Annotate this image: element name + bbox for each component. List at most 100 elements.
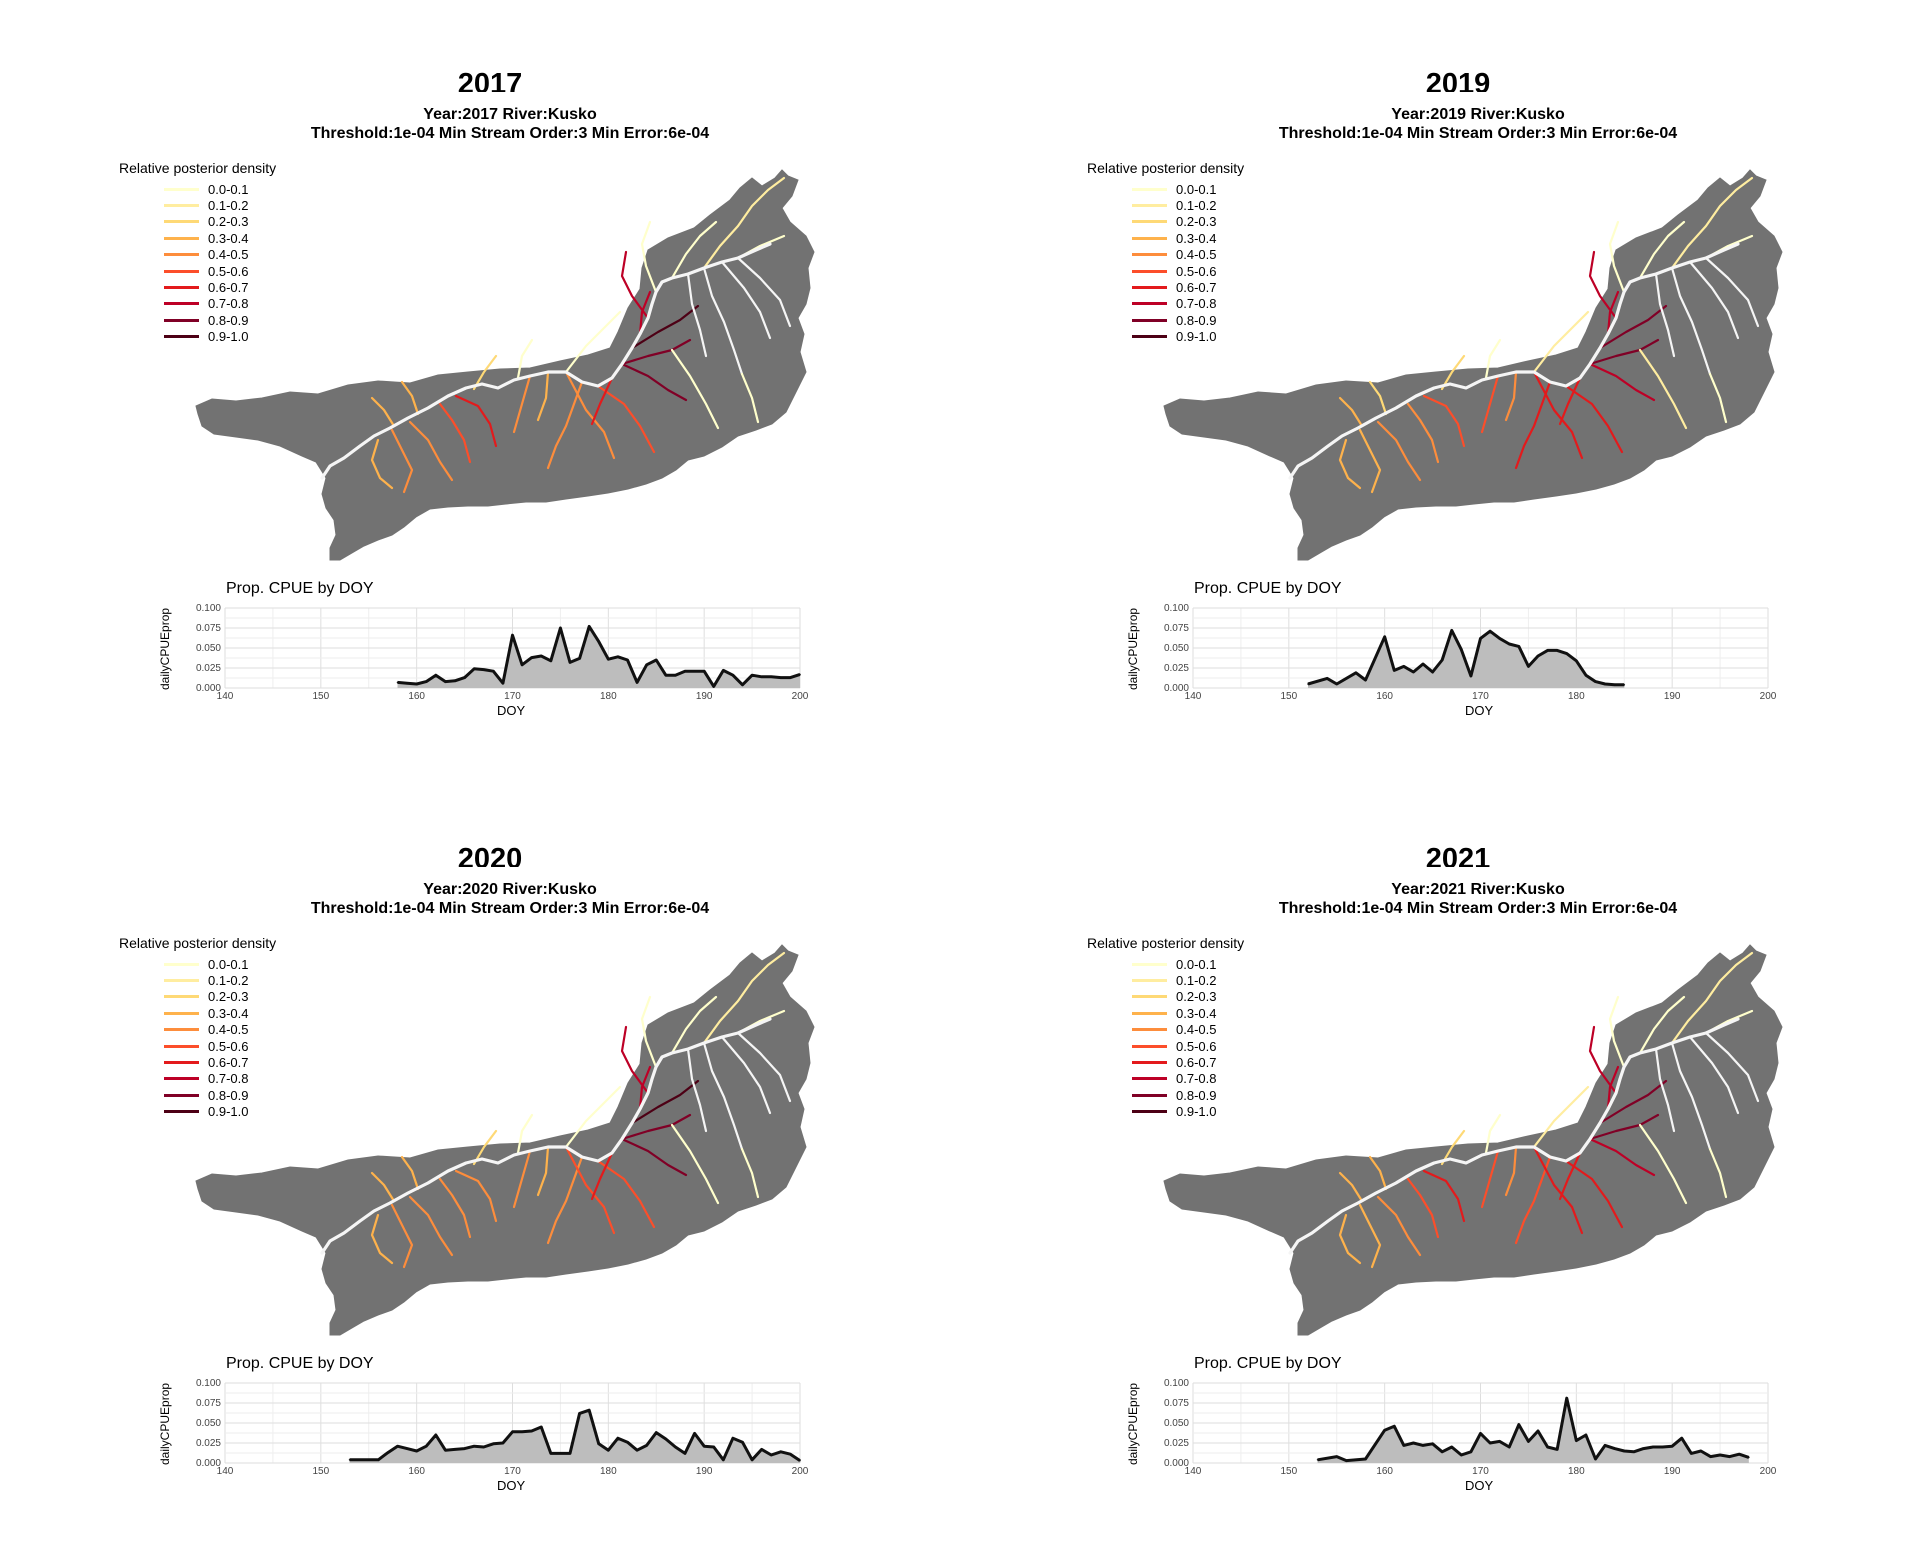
legend-item: 0.4-0.5	[1132, 247, 1216, 263]
cpue-point	[444, 680, 447, 683]
cpue-point	[1307, 683, 1309, 685]
cpue-y-tick-label: 0.025	[1164, 663, 1189, 674]
legend-swatch	[1132, 1028, 1167, 1032]
cpue-point	[550, 1452, 552, 1455]
cpue-x-tick-label: 160	[1376, 691, 1393, 702]
cpue-point	[789, 676, 792, 679]
cpue-y-tick-label: 0.050	[196, 643, 221, 654]
plot-title-line-2: Threshold:1e-04 Min Stream Order:3 Min E…	[310, 125, 710, 142]
cpue-point	[435, 1434, 437, 1436]
cpue-point	[1604, 1444, 1606, 1447]
legend-label: 0.1-0.2	[208, 198, 249, 214]
cpue-point	[655, 1431, 658, 1434]
cpue-point	[674, 674, 677, 676]
legend-label: 0.5-0.6	[208, 1038, 249, 1054]
legend-swatch	[164, 1110, 199, 1114]
legend-item: 0.4-0.5	[1132, 1022, 1216, 1038]
cpue-point	[1700, 1450, 1702, 1452]
cpue-point	[674, 1446, 677, 1448]
legend-item: 0.5-0.6	[1132, 263, 1216, 279]
legend-item: 0.6-0.7	[1132, 279, 1216, 295]
legend-swatch	[164, 1077, 199, 1081]
legend-label: 0.2-0.3	[1176, 989, 1217, 1005]
cpue-point	[1575, 660, 1578, 662]
panel-2021: 2021 Year:2021 River:Kusko Threshold:1e-…	[968, 775, 1920, 1543]
cpue-point	[396, 1445, 399, 1447]
cpue-point	[1441, 659, 1443, 661]
legend-item: 0.9-1.0	[164, 329, 248, 345]
cpue-point	[636, 681, 638, 684]
cpue-y-axis-label: dailyCPUEprop	[158, 607, 172, 690]
legend-swatch	[1132, 1077, 1167, 1081]
legend-label: 0.6-0.7	[1176, 280, 1217, 296]
legend-label: 0.0-0.1	[208, 956, 249, 972]
cpue-point	[425, 1445, 428, 1447]
legend-item: 0.1-0.2	[1132, 197, 1216, 213]
legend-label: 0.6-0.7	[208, 1055, 249, 1071]
cpue-point	[473, 668, 475, 670]
panel-2017: 2017 Year:2017 River:Kusko Threshold:1e-…	[0, 0, 960, 768]
legend-item: 0.2-0.3	[1132, 989, 1216, 1005]
river-basin-map	[1163, 944, 1783, 1336]
legend-swatch	[1132, 187, 1167, 191]
legend-label: 0.2-0.3	[1176, 214, 1217, 230]
cpue-x-tick-label: 190	[696, 1466, 713, 1477]
cpue-y-tick-label: 0.025	[196, 663, 221, 674]
cpue-point	[722, 1459, 725, 1461]
legend-item: 0.0-0.1	[164, 956, 248, 972]
river-basin-map	[195, 944, 815, 1336]
legend-item: 0.0-0.1	[1132, 956, 1216, 972]
cpue-y-tick-label: 0.100	[1164, 603, 1189, 614]
cpue-x-tick-label: 190	[696, 691, 713, 702]
cpue-point	[1642, 1447, 1645, 1450]
legend-swatch	[1132, 995, 1167, 999]
legend-item: 0.3-0.4	[1132, 1005, 1216, 1021]
cpue-y-tick-label: 0.000	[1164, 683, 1189, 694]
cpue-point	[569, 1452, 571, 1455]
cpue-point	[1613, 1447, 1616, 1450]
cpue-point	[1546, 1446, 1549, 1448]
cpue-chart: 0.000 0.025 0.050 0.075 0.100 140 150 160 170 180…	[1164, 1378, 1777, 1477]
cpue-point	[799, 1459, 801, 1462]
cpue-point	[655, 659, 658, 661]
cpue-point	[1355, 672, 1357, 674]
legend-swatch	[1132, 1044, 1167, 1048]
cpue-y-tick-label: 0.050	[1164, 643, 1189, 654]
cpue-point	[597, 1443, 600, 1445]
legend-item: 0.6-0.7	[164, 279, 248, 295]
cpue-point	[1556, 649, 1558, 652]
cpue-point	[1431, 1443, 1434, 1445]
cpue-point	[1604, 683, 1606, 685]
cpue-area	[1308, 630, 1625, 688]
legend-label: 0.6-0.7	[208, 280, 249, 296]
cpue-point	[684, 1452, 686, 1455]
cpue-point	[511, 1431, 514, 1433]
legend-item: 0.7-0.8	[1132, 1071, 1216, 1087]
legend-swatch	[164, 335, 199, 339]
cpue-point	[1335, 1455, 1338, 1458]
cpue-point	[1479, 637, 1482, 640]
legend-swatch	[1132, 204, 1167, 208]
cpue-point	[1527, 665, 1530, 668]
legend-label: 0.0-0.1	[208, 181, 249, 197]
legend-swatch	[1132, 1061, 1167, 1065]
cpue-point	[703, 1445, 705, 1447]
cpue-point	[770, 1454, 773, 1456]
cpue-point	[665, 1438, 667, 1440]
legend-item: 0.7-0.8	[164, 1071, 248, 1087]
legend-label: 0.7-0.8	[1176, 1071, 1217, 1087]
cpue-point	[1661, 1446, 1664, 1448]
legend-label: 0.3-0.4	[1176, 230, 1217, 246]
cpue-point	[540, 655, 543, 657]
cpue-point	[1537, 655, 1539, 657]
legend-item: 0.9-1.0	[1132, 1104, 1216, 1120]
cpue-point	[559, 1452, 562, 1455]
cpue-point	[751, 674, 753, 676]
cpue-y-tick-label: 0.100	[1164, 1378, 1189, 1389]
legend-label: 0.7-0.8	[208, 296, 249, 312]
cpue-point	[1335, 683, 1338, 685]
cpue-point	[1556, 1448, 1558, 1451]
cpue-point	[1345, 1459, 1348, 1462]
legend-item: 0.2-0.3	[1132, 214, 1216, 230]
cpue-y-tick-label: 0.000	[196, 683, 221, 694]
